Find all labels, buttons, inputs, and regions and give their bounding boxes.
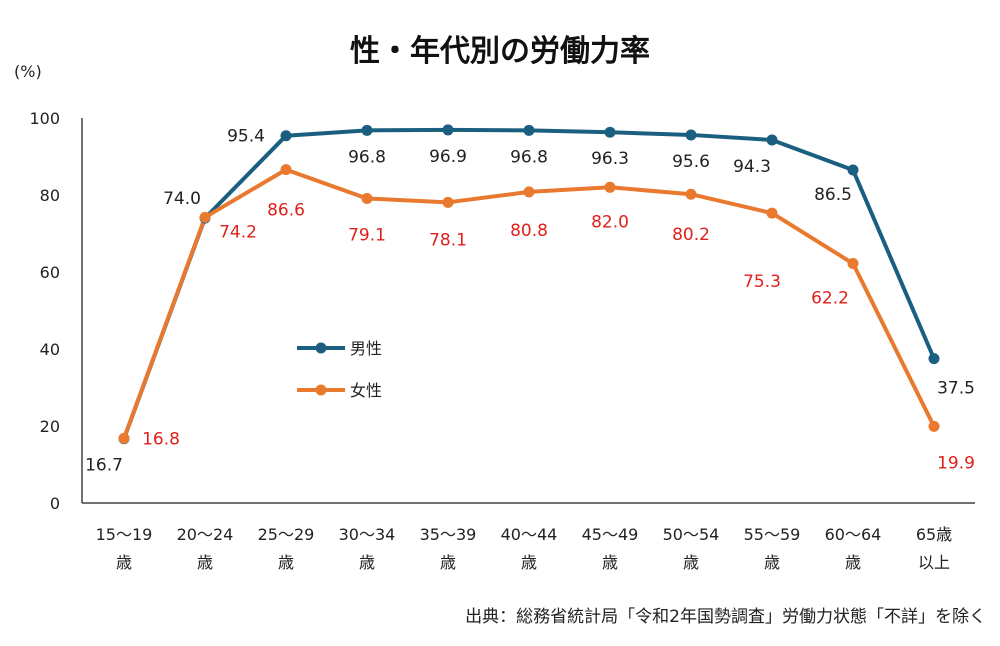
- data-label: 95.4: [227, 127, 265, 147]
- y-tick-label: 20: [40, 417, 60, 436]
- data-point: [685, 129, 697, 141]
- x-tick-label: 35～39: [420, 525, 477, 544]
- data-point: [199, 211, 211, 223]
- data-point: [847, 164, 859, 176]
- data-point: [685, 188, 697, 200]
- legend-label: 男性: [350, 339, 382, 358]
- legend-marker: [315, 384, 327, 396]
- data-label: 37.5: [937, 379, 975, 399]
- x-tick-label: 歳: [359, 553, 375, 572]
- x-tick-label: 15～19: [96, 525, 153, 544]
- data-label: 95.6: [672, 152, 710, 172]
- data-label: 80.2: [672, 225, 710, 245]
- x-tick-label: 55～59: [744, 525, 801, 544]
- source-note: 出典：総務省統計局「令和2年国勢調査」労働力状態「不詳」を除く: [465, 607, 986, 627]
- data-point: [118, 432, 130, 444]
- x-tick-label: 60～64: [825, 525, 882, 544]
- legend-marker: [315, 342, 327, 354]
- data-label: 79.1: [348, 225, 386, 245]
- data-point: [766, 134, 778, 146]
- x-tick-label: 歳: [683, 553, 699, 572]
- x-tick-label: 歳: [278, 553, 294, 572]
- data-label: 74.2: [219, 222, 257, 242]
- data-point: [361, 124, 373, 136]
- x-tick-label: 歳: [197, 553, 213, 572]
- x-tick-label: 歳: [521, 553, 537, 572]
- data-label: 96.3: [591, 149, 629, 169]
- data-point: [604, 126, 616, 138]
- x-tick-label: 歳: [602, 553, 618, 572]
- x-tick-label: 歳: [440, 553, 456, 572]
- data-point: [928, 353, 940, 365]
- x-tick-label: 20～24: [177, 525, 234, 544]
- data-point: [442, 124, 454, 136]
- x-tick-label: 歳: [116, 553, 132, 572]
- data-label: 19.9: [937, 453, 975, 473]
- x-tick-label: 25～29: [258, 525, 315, 544]
- data-point: [280, 164, 292, 176]
- y-axis-unit: (%): [14, 62, 42, 81]
- x-tick-label: 45～49: [582, 525, 639, 544]
- chart-title: 性・年代別の労働力率: [350, 34, 650, 69]
- data-label: 94.3: [733, 157, 771, 177]
- data-label: 16.7: [85, 456, 123, 476]
- data-label: 96.8: [348, 147, 386, 167]
- data-label: 96.9: [429, 147, 467, 167]
- data-point: [928, 420, 940, 432]
- data-label: 82.0: [591, 212, 629, 232]
- data-label: 74.0: [163, 189, 201, 209]
- x-tick-label: 歳: [764, 553, 780, 572]
- y-tick-label: 80: [40, 186, 60, 205]
- data-point: [442, 196, 454, 208]
- data-label: 86.6: [267, 201, 305, 221]
- data-label: 16.8: [142, 429, 180, 449]
- data-point: [766, 207, 778, 219]
- series-line-male: [122, 127, 936, 440]
- data-point: [280, 130, 292, 142]
- data-label: 96.8: [510, 147, 548, 167]
- data-point: [604, 181, 616, 193]
- x-tick-label: 30～34: [339, 525, 396, 544]
- x-tick-label: 40～44: [501, 525, 558, 544]
- data-label: 62.2: [811, 289, 849, 309]
- data-point: [847, 258, 859, 270]
- y-tick-label: 100: [29, 109, 60, 128]
- x-tick-label: 50～54: [663, 525, 720, 544]
- data-label: 75.3: [743, 272, 781, 292]
- data-point: [523, 186, 535, 198]
- legend-label: 女性: [350, 381, 382, 400]
- y-tick-label: 40: [40, 340, 60, 359]
- x-tick-label: 65歳: [916, 525, 952, 544]
- data-label: 80.8: [510, 221, 548, 241]
- data-point: [523, 124, 535, 136]
- y-tick-label: 60: [40, 263, 60, 282]
- data-point: [361, 192, 373, 204]
- x-tick-label: 歳: [845, 553, 861, 572]
- x-tick-label: 以上: [918, 553, 950, 572]
- data-label: 86.5: [814, 185, 852, 205]
- y-tick-label: 0: [50, 494, 60, 513]
- data-label: 78.1: [429, 230, 467, 250]
